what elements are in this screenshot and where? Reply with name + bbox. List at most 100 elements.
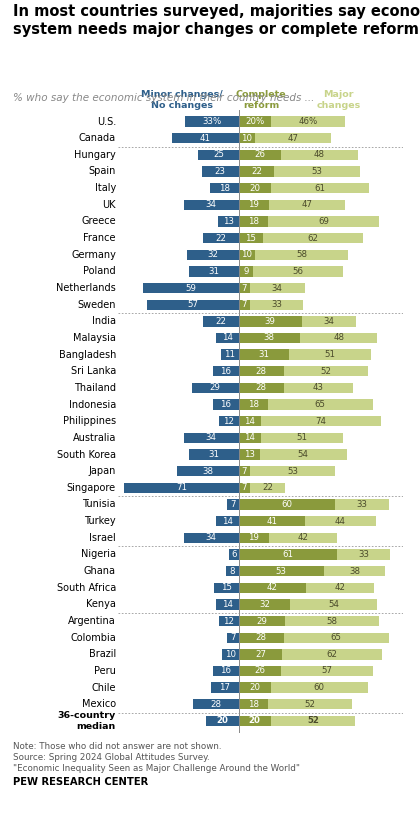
Text: 62: 62 <box>327 650 338 659</box>
Text: Kenya: Kenya <box>86 599 116 610</box>
Bar <box>239 532 269 543</box>
Bar <box>336 499 389 510</box>
Text: 60: 60 <box>281 500 292 509</box>
Text: 42: 42 <box>267 584 278 593</box>
Bar <box>305 516 376 527</box>
Text: 33: 33 <box>271 300 282 309</box>
Text: % who say the economic system in their country needs ...: % who say the economic system in their c… <box>13 93 314 103</box>
Text: 20: 20 <box>249 184 260 193</box>
Bar <box>255 250 348 260</box>
Text: South Korea: South Korea <box>57 449 116 460</box>
Bar <box>227 632 239 643</box>
Text: 57: 57 <box>187 300 198 309</box>
Bar <box>147 300 239 310</box>
Text: 14: 14 <box>222 600 233 609</box>
Bar <box>269 199 345 210</box>
Text: Nigeria: Nigeria <box>81 549 116 559</box>
Bar <box>250 466 336 476</box>
Bar <box>218 217 239 226</box>
Text: PEW RESEARCH CENTER: PEW RESEARCH CENTER <box>13 777 148 787</box>
Text: 12: 12 <box>223 616 234 625</box>
Bar <box>184 532 239 543</box>
Bar <box>202 166 239 177</box>
Bar <box>239 449 260 460</box>
Bar <box>124 483 239 493</box>
Text: 9: 9 <box>243 267 249 276</box>
Bar <box>239 199 269 210</box>
Bar <box>239 250 255 260</box>
Text: 36-country
median: 36-country median <box>58 711 116 731</box>
Text: 29: 29 <box>257 616 268 625</box>
Text: Australia: Australia <box>73 433 116 443</box>
Bar <box>213 666 239 676</box>
Text: 14: 14 <box>244 417 255 426</box>
Bar <box>215 583 239 593</box>
Bar <box>284 632 388 643</box>
Bar <box>239 666 281 676</box>
Text: Canada: Canada <box>79 133 116 143</box>
Bar <box>239 516 305 527</box>
Bar <box>250 283 305 293</box>
Text: Netherlands: Netherlands <box>56 283 116 293</box>
Text: Israel: Israel <box>89 533 116 543</box>
Text: Poland: Poland <box>83 266 116 277</box>
Text: 34: 34 <box>206 533 217 542</box>
Bar <box>261 416 381 427</box>
Text: 25: 25 <box>213 151 224 160</box>
Text: 14: 14 <box>222 334 233 343</box>
Bar <box>239 716 271 726</box>
Bar <box>219 416 239 427</box>
Bar <box>239 400 268 409</box>
Bar <box>211 682 239 693</box>
Text: 18: 18 <box>248 400 259 409</box>
Text: South Africa: South Africa <box>57 583 116 593</box>
Bar <box>239 217 268 226</box>
Bar <box>250 300 303 310</box>
Text: 16: 16 <box>220 400 231 409</box>
Bar <box>219 616 239 626</box>
Bar <box>239 266 253 277</box>
Text: 58: 58 <box>296 250 307 259</box>
Bar <box>177 466 239 476</box>
Bar <box>192 383 239 393</box>
Text: 61: 61 <box>315 184 326 193</box>
Text: 18: 18 <box>248 217 259 226</box>
Bar <box>263 233 363 243</box>
Text: Note: Those who did not answer are not shown.: Note: Those who did not answer are not s… <box>13 742 221 751</box>
Text: 34: 34 <box>272 283 283 292</box>
Bar <box>239 632 284 643</box>
Text: Tunisia: Tunisia <box>82 500 116 510</box>
Bar <box>274 166 360 177</box>
Bar <box>239 499 336 510</box>
Text: 33%: 33% <box>202 117 222 126</box>
Text: 58: 58 <box>327 616 338 625</box>
Bar <box>239 133 255 143</box>
Bar <box>337 549 390 559</box>
Bar <box>271 716 355 726</box>
Text: UK: UK <box>102 199 116 210</box>
Text: 20%: 20% <box>245 117 264 126</box>
Bar <box>203 233 239 243</box>
Bar <box>324 566 386 576</box>
Text: 47: 47 <box>287 133 298 142</box>
Bar <box>216 333 239 344</box>
Text: 52: 52 <box>320 367 331 376</box>
Bar <box>239 150 281 160</box>
Bar <box>213 366 239 376</box>
Bar <box>250 483 286 493</box>
Bar <box>239 433 261 443</box>
Text: Philippines: Philippines <box>63 416 116 427</box>
Bar <box>194 699 239 710</box>
Text: Germany: Germany <box>71 250 116 260</box>
Text: 31: 31 <box>208 450 219 459</box>
Text: 34: 34 <box>206 200 217 209</box>
Text: Sweden: Sweden <box>77 300 116 309</box>
Bar <box>284 383 353 393</box>
Text: Mexico: Mexico <box>82 699 116 709</box>
Text: 7: 7 <box>241 300 247 309</box>
Text: Minor changes/
No changes: Minor changes/ No changes <box>141 90 223 110</box>
Text: 39: 39 <box>265 317 276 326</box>
Bar <box>184 433 239 443</box>
Bar <box>302 316 357 326</box>
Text: Hungary: Hungary <box>74 150 116 160</box>
